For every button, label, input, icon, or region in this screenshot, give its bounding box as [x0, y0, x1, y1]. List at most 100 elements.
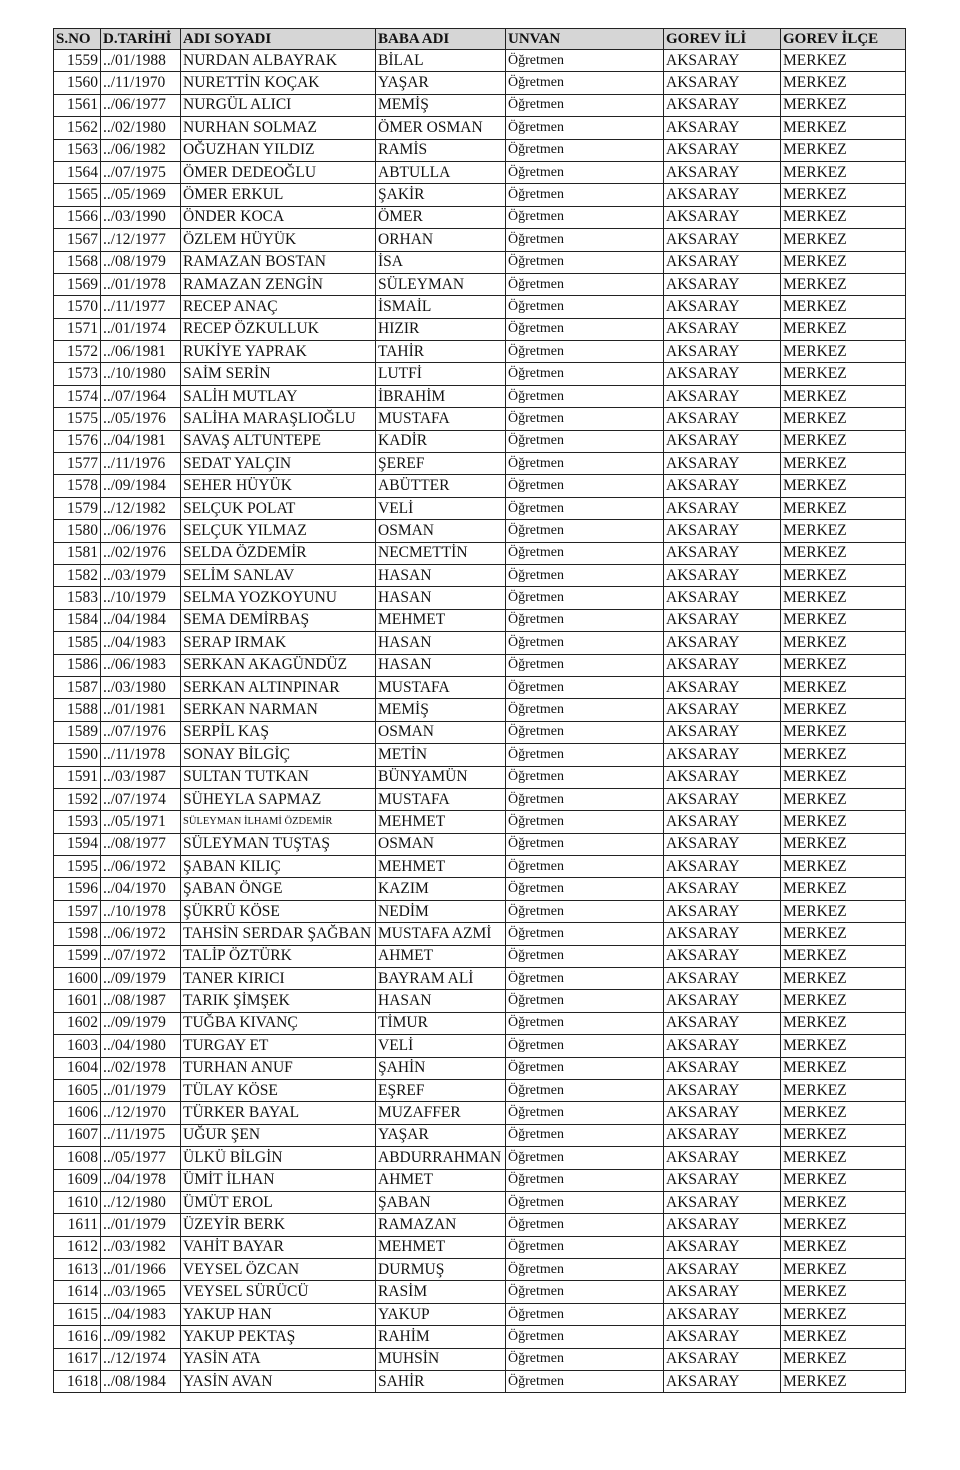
title-cell: Öğretmen: [505, 810, 664, 834]
birth-date-cell: ../03/1990: [100, 205, 181, 230]
district-cell: MERKEZ: [780, 944, 906, 969]
father-name-cell: İSA: [375, 250, 506, 274]
name-cell: SEHER HÜYÜK: [180, 474, 376, 498]
sno-cell: 1617: [53, 1347, 101, 1372]
name-cell: SELMA YOZKOYUNU: [180, 586, 376, 610]
district-cell: MERKEZ: [780, 429, 906, 454]
birth-date-cell: ../07/1972: [100, 944, 181, 969]
father-name-cell: MEHMET: [375, 608, 506, 633]
district-cell: MERKEZ: [780, 922, 906, 946]
title-cell: Öğretmen: [505, 1235, 664, 1260]
birth-date-cell: ../10/1980: [100, 362, 181, 386]
birth-date-cell: ../05/1976: [100, 407, 181, 431]
table-row: 1584 ../04/1984 SEMA DEMİRBAŞ MEHMET Öğretme…: [53, 608, 906, 633]
province-cell: AKSARAY: [663, 922, 781, 946]
father-name-cell: MUSTAFA AZMİ: [375, 922, 506, 946]
table-row: 1608 ../05/1977 ÜLKÜ BİLGİN ABDURRAHMAN Öğre…: [53, 1146, 906, 1170]
province-cell: AKSARAY: [663, 1347, 781, 1372]
table-row: 1590 ../11/1978 SONAY BİLGİÇ METİN Öğretmen A…: [53, 743, 906, 767]
table-row: 1565 ../05/1969 ÖMER ERKUL ŞAKİR Öğretmen AKS…: [53, 183, 906, 207]
sno-cell: 1572: [53, 340, 101, 364]
father-name-cell: METİN: [375, 743, 506, 767]
father-name-cell: LUTFİ: [375, 362, 506, 386]
name-cell: RECEP ANAÇ: [180, 295, 376, 319]
table-row: 1618 ../08/1984 YASİN AVAN SAHİR Öğretmen AKS…: [53, 1370, 906, 1394]
province-cell: AKSARAY: [663, 765, 781, 789]
province-cell: AKSARAY: [663, 675, 781, 700]
title-cell: Öğretmen: [505, 429, 664, 454]
district-cell: MERKEZ: [780, 541, 906, 565]
title-cell: Öğretmen: [505, 1101, 664, 1125]
sno-cell: 1577: [53, 452, 101, 476]
title-cell: Öğretmen: [505, 317, 664, 342]
district-cell: MERKEZ: [780, 1190, 906, 1215]
birth-date-cell: ../01/1988: [100, 48, 181, 73]
district-cell: MERKEZ: [780, 71, 906, 95]
birth-date-cell: ../04/1984: [100, 608, 181, 633]
birth-date-cell: ../03/1982: [100, 1235, 181, 1260]
birth-date-cell: ../06/1972: [100, 922, 181, 946]
birth-date-cell: ../11/1975: [100, 1123, 181, 1148]
father-name-cell: NECMETTİN: [375, 541, 506, 565]
name-cell: ÖZLEM HÜYÜK: [180, 228, 376, 252]
name-cell: YAKUP HAN: [180, 1302, 376, 1327]
table-row: 1616 ../09/1982 YAKUP PEKTAŞ RAHİM Öğretmen A…: [53, 1325, 906, 1349]
title-cell: Öğretmen: [505, 743, 664, 767]
sno-cell: 1586: [53, 653, 101, 677]
title-cell: Öğretmen: [505, 228, 664, 252]
district-cell: MERKEZ: [780, 967, 906, 991]
birth-date-cell: ../07/1974: [100, 787, 181, 812]
sno-cell: 1564: [53, 160, 101, 185]
birth-date-cell: ../02/1978: [100, 1056, 181, 1080]
name-cell: ŞABAN ÖNGE: [180, 877, 376, 901]
province-cell: AKSARAY: [663, 48, 781, 73]
sno-cell: 1595: [53, 855, 101, 879]
title-cell: Öğretmen: [505, 496, 664, 521]
name-cell: TALİP ÖZTÜRK: [180, 944, 376, 969]
province-cell: AKSARAY: [663, 1078, 781, 1103]
father-name-cell: MEHMET: [375, 1235, 506, 1260]
title-cell: Öğretmen: [505, 586, 664, 610]
birth-date-cell: ../01/1978: [100, 272, 181, 297]
table-row: 1571 ../01/1974 RECEP ÖZKULLUK HIZIR Öğretme…: [53, 317, 906, 342]
sno-cell: 1581: [53, 541, 101, 565]
table-row: 1599 ../07/1972 TALİP ÖZTÜRK AHMET Öğretmen A…: [53, 944, 906, 969]
title-cell: Öğretmen: [505, 362, 664, 386]
table-row: 1559 ../01/1988 NURDAN ALBAYRAK BİLAL Öğretm…: [53, 48, 906, 73]
father-name-cell: RAMAZAN: [375, 1213, 506, 1237]
name-cell: VEYSEL ÖZCAN: [180, 1258, 376, 1282]
table-row: 1609 ../04/1978 ÜMİT İLHAN AHMET Öğretmen AKS…: [53, 1168, 906, 1192]
father-name-cell: BAYRAM ALİ: [375, 967, 506, 991]
sno-cell: 1618: [53, 1370, 101, 1394]
sno-cell: 1561: [53, 93, 101, 118]
sno-cell: 1583: [53, 586, 101, 610]
sno-cell: 1573: [53, 362, 101, 386]
district-cell: MERKEZ: [780, 855, 906, 879]
birth-date-cell: ../03/1980: [100, 675, 181, 700]
name-cell: ÖMER DEDEOĞLU: [180, 160, 376, 185]
header-sno: S.NO: [53, 28, 101, 50]
father-name-cell: MUZAFFER: [375, 1101, 506, 1125]
sno-cell: 1605: [53, 1078, 101, 1103]
table-row: 1602 ../09/1979 TUĞBA KIVANÇ TİMUR Öğretmen A…: [53, 1011, 906, 1036]
birth-date-cell: ../10/1979: [100, 586, 181, 610]
birth-date-cell: ../09/1984: [100, 474, 181, 498]
title-cell: Öğretmen: [505, 407, 664, 431]
province-cell: AKSARAY: [663, 855, 781, 879]
name-cell: SERKAN ALTINPINAR: [180, 675, 376, 700]
table-row: 1580 ../06/1976 SELÇUK YILMAZ OSMAN Öğretmen…: [53, 519, 906, 543]
district-cell: MERKEZ: [780, 1056, 906, 1080]
birth-date-cell: ../05/1969: [100, 183, 181, 207]
district-cell: MERKEZ: [780, 1213, 906, 1237]
table-row: 1589 ../07/1976 SERPİL KAŞ OSMAN Öğretmen AKS…: [53, 720, 906, 745]
province-cell: AKSARAY: [663, 743, 781, 767]
province-cell: AKSARAY: [663, 362, 781, 386]
district-cell: MERKEZ: [780, 519, 906, 543]
district-cell: MERKEZ: [780, 1146, 906, 1170]
birth-date-cell: ../10/1978: [100, 899, 181, 924]
father-name-cell: RAHİM: [375, 1325, 506, 1349]
table-row: 1573 ../10/1980 SAİM SERİN LUTFİ Öğretmen AKS…: [53, 362, 906, 386]
title-cell: Öğretmen: [505, 1056, 664, 1080]
name-cell: ÖMER ERKUL: [180, 183, 376, 207]
table-row: 1613 ../01/1966 VEYSEL ÖZCAN DURMUŞ Öğretmen…: [53, 1258, 906, 1282]
